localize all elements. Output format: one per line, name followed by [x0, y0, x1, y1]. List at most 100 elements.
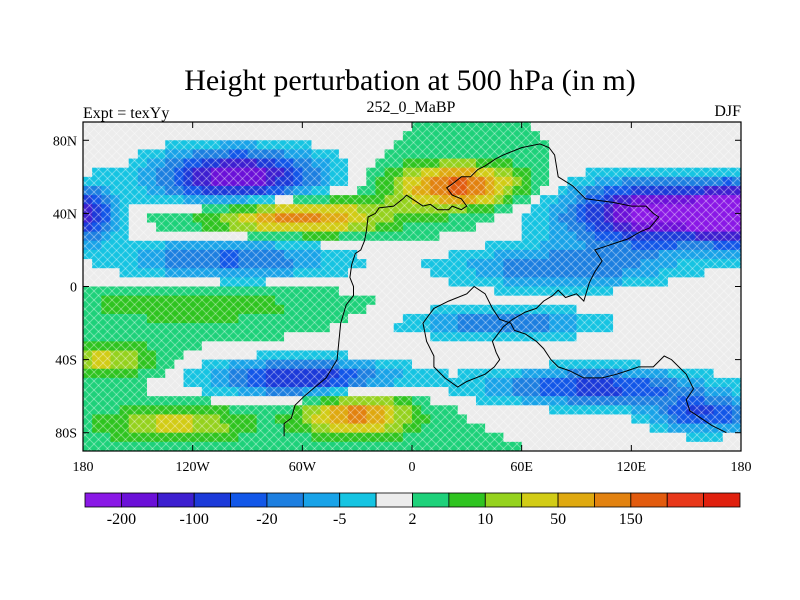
colorbar-swatch	[521, 492, 559, 508]
field-cell	[695, 377, 706, 388]
field-cell	[448, 432, 459, 443]
field-cell	[338, 432, 349, 443]
field-cell	[466, 414, 477, 425]
field-cell	[622, 441, 632, 451]
field-cell	[357, 441, 367, 451]
field-cell	[677, 249, 687, 260]
field-cell	[622, 204, 632, 214]
field-cell	[128, 432, 139, 443]
field-cell	[622, 323, 632, 333]
field-cell	[256, 240, 267, 251]
field-cell	[485, 249, 495, 260]
field-cell	[192, 304, 203, 315]
field-cell	[293, 122, 303, 132]
field-cell	[128, 268, 139, 278]
field-cell	[375, 176, 386, 187]
field-cell	[329, 332, 340, 342]
field-cell	[567, 332, 578, 342]
field-cell	[494, 387, 504, 397]
field-cell	[238, 176, 249, 187]
field-cell	[686, 249, 696, 260]
field-cell	[695, 332, 706, 342]
field-cell	[384, 259, 395, 269]
field-cell	[329, 286, 340, 297]
field-cell	[293, 295, 303, 306]
stipple-line	[83, 252, 282, 451]
field-cell	[667, 158, 678, 169]
field-cell	[357, 286, 367, 297]
field-cell	[686, 140, 696, 151]
field-cell	[494, 414, 504, 425]
field-cell	[137, 368, 148, 379]
field-cell	[357, 140, 367, 151]
field-cell	[338, 423, 349, 434]
field-cell	[704, 231, 715, 242]
field-cell	[530, 185, 541, 196]
field-cell	[192, 277, 203, 288]
field-cell	[201, 295, 212, 306]
stipple-line	[167, 122, 498, 451]
field-cell	[503, 387, 514, 397]
field-cell	[156, 414, 166, 425]
field-cell	[137, 149, 148, 160]
field-cell	[640, 359, 651, 370]
field-cell	[183, 185, 194, 196]
field-cell	[357, 414, 367, 425]
field-cell	[293, 377, 303, 388]
stipple-line	[104, 122, 435, 451]
stipple-line	[122, 122, 453, 451]
field-cell	[293, 332, 303, 342]
field-cell	[165, 158, 175, 169]
field-cell	[549, 286, 559, 297]
field-cell	[539, 149, 550, 160]
field-cell	[220, 204, 230, 214]
stipple-line	[446, 156, 741, 451]
field-cell	[174, 149, 185, 160]
field-cell	[357, 268, 367, 278]
field-cell	[156, 167, 166, 178]
field-cell	[146, 368, 157, 379]
field-cell	[622, 222, 632, 233]
field-cell	[603, 377, 614, 388]
field-cell	[594, 185, 605, 196]
field-cell	[357, 231, 367, 242]
field-cell	[357, 341, 367, 352]
field-cell	[503, 359, 514, 370]
field-cell	[174, 432, 185, 443]
field-cell	[585, 387, 596, 397]
field-cell	[274, 304, 285, 315]
field-cell	[137, 222, 148, 233]
field-cell	[713, 167, 724, 178]
field-cell	[567, 377, 578, 388]
field-cell	[475, 341, 486, 352]
field-cell	[210, 222, 221, 233]
stipple-line	[83, 122, 192, 231]
stipple-line	[464, 174, 741, 451]
x-tick-label: 180	[73, 460, 94, 475]
field-cell	[722, 213, 733, 224]
field-cell	[686, 286, 696, 297]
field-cell	[412, 195, 422, 205]
field-cell	[119, 231, 130, 242]
field-cell	[613, 185, 623, 196]
stipple-line	[140, 122, 471, 451]
field-cell	[311, 304, 322, 315]
field-cell	[475, 268, 486, 278]
field-cell	[539, 122, 550, 132]
field-cell	[631, 158, 642, 169]
field-cell	[512, 387, 523, 397]
field-cell	[165, 368, 175, 379]
field-cell	[594, 313, 605, 324]
field-cell	[466, 131, 477, 141]
field-cell	[311, 259, 322, 269]
field-cell	[439, 140, 450, 151]
field-cell	[722, 204, 733, 214]
field-cell	[348, 387, 358, 397]
field-cell	[631, 323, 642, 333]
field-cell	[640, 414, 651, 425]
field-cell	[329, 122, 340, 132]
field-cell	[567, 295, 578, 306]
field-cell	[348, 405, 358, 416]
field-cell	[530, 432, 541, 443]
field-cell	[83, 304, 93, 315]
